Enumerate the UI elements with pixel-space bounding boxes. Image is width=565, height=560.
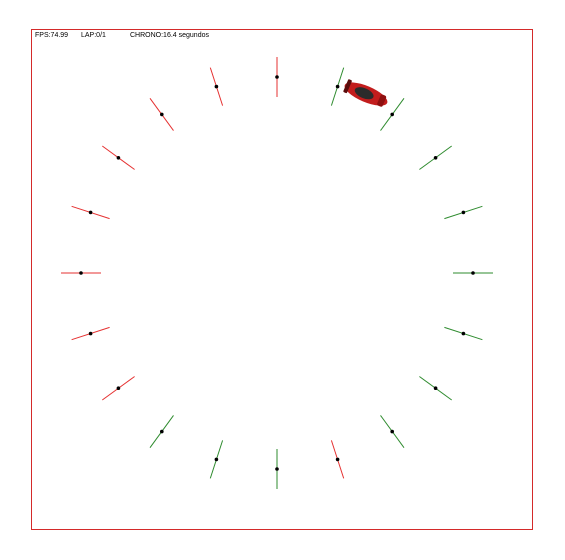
gate-marker-19: [214, 84, 219, 89]
gate-marker-4: [461, 210, 466, 215]
player-car: [343, 79, 388, 107]
gate-marker-17: [116, 156, 121, 160]
track-boundary: [31, 29, 533, 530]
gate-marker-13: [116, 386, 121, 391]
gate-marker-5: [471, 271, 475, 275]
car-spoiler: [343, 79, 352, 94]
gate-marker-15: [79, 271, 83, 275]
gate-marker-2: [390, 112, 395, 117]
gate-marker-7: [433, 386, 438, 391]
car-nose: [377, 94, 387, 107]
gate-marker-8: [390, 429, 395, 434]
gate-marker-9: [335, 457, 340, 462]
checkpoint-gates: [61, 57, 493, 489]
gate-marker-6: [461, 331, 466, 336]
gate-marker-10: [275, 467, 279, 471]
chrono-timer: CHRONO:16.4 segundos: [130, 32, 209, 39]
car-cabin: [354, 87, 374, 100]
gate-marker-1: [335, 84, 340, 89]
gate-marker-16: [88, 210, 93, 215]
gate-marker-12: [160, 429, 164, 434]
gate-marker-3: [433, 156, 438, 160]
gate-marker-14: [88, 331, 93, 336]
gate-marker-11: [214, 457, 219, 462]
gate-marker-0: [275, 75, 279, 79]
lap-counter: LAP:0/1: [81, 32, 106, 39]
fps-readout: FPS:74.99: [35, 32, 69, 39]
gate-marker-18: [160, 112, 164, 117]
